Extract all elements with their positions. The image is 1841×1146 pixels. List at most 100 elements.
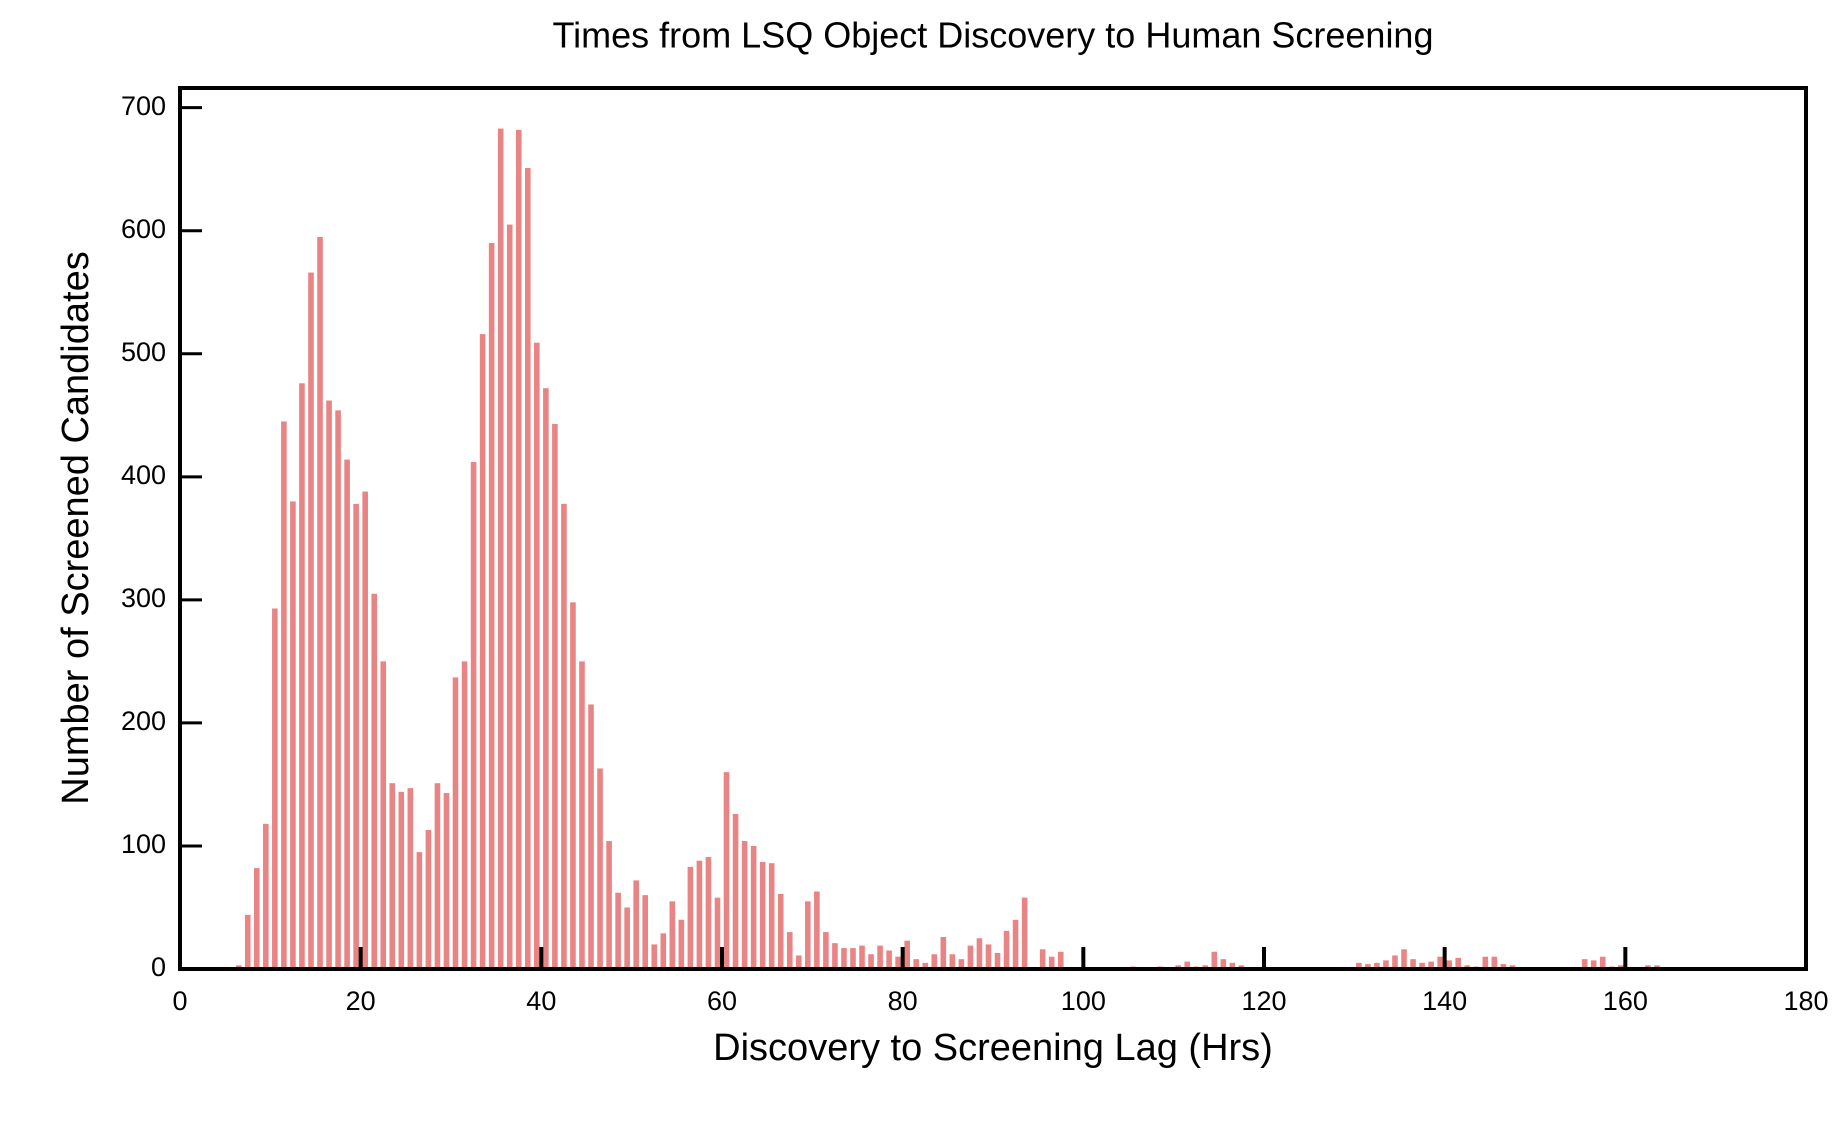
bar [1057, 951, 1064, 969]
bar [579, 661, 585, 969]
bar [823, 932, 829, 969]
bar [326, 400, 332, 969]
y-tick-label: 200 [121, 706, 166, 736]
bar [832, 943, 838, 969]
bar [976, 938, 983, 969]
bar [669, 901, 676, 969]
bar [868, 954, 874, 969]
y-tick-label: 300 [121, 583, 166, 613]
bar [506, 224, 513, 970]
bar [615, 892, 621, 969]
bar [696, 860, 703, 969]
bar [272, 608, 278, 969]
bar [850, 948, 856, 969]
bar [642, 895, 649, 969]
bar [750, 845, 757, 969]
bar [1048, 956, 1055, 969]
bar [425, 829, 432, 969]
bar [958, 959, 965, 969]
bar [335, 410, 341, 970]
bar [1392, 955, 1398, 969]
bar [1003, 930, 1010, 969]
bar [967, 945, 974, 969]
y-axis-label: Number of Screened Candidates [55, 251, 97, 804]
bar [588, 704, 594, 969]
bar [723, 772, 730, 969]
bar [624, 907, 630, 969]
bar [299, 383, 305, 969]
x-tick-label: 100 [1061, 986, 1106, 1016]
bar [714, 897, 721, 969]
bar [543, 388, 549, 969]
bar [443, 793, 450, 969]
x-tick-label: 80 [888, 986, 918, 1016]
x-tick-label: 20 [346, 986, 376, 1016]
bar [1365, 964, 1371, 969]
bar [1410, 959, 1416, 969]
bar [434, 783, 441, 969]
bar [940, 937, 947, 969]
y-tick-label: 100 [121, 829, 166, 859]
x-tick-label: 0 [172, 986, 187, 1016]
bar [1500, 964, 1507, 969]
bar [263, 823, 269, 969]
bar [389, 783, 396, 969]
bar [515, 129, 522, 969]
bar [732, 813, 739, 969]
bar [1482, 956, 1489, 969]
bar [1599, 956, 1606, 969]
plot-frame [178, 86, 1808, 971]
bar [1446, 960, 1452, 969]
bar [353, 503, 359, 969]
bar [570, 602, 576, 969]
bar [1383, 960, 1389, 969]
bar [416, 852, 423, 969]
bar [452, 677, 459, 969]
y-tick-label: 600 [121, 214, 166, 244]
bar [1455, 957, 1462, 969]
bar [1220, 959, 1227, 969]
bar [479, 334, 486, 970]
bar [253, 868, 260, 969]
bar [1229, 962, 1236, 969]
bar [994, 953, 1001, 969]
bar [1581, 959, 1588, 969]
bar [488, 243, 495, 969]
bar [859, 945, 865, 969]
bar [461, 661, 468, 969]
bar [380, 661, 387, 969]
bar [497, 128, 504, 970]
bar [795, 955, 802, 969]
bar [705, 857, 712, 969]
bar [1437, 956, 1443, 969]
bar [886, 950, 892, 969]
y-tick-label: 700 [121, 91, 166, 121]
bar [606, 841, 612, 969]
chart-title: Times from LSQ Object Discovery to Human… [553, 15, 1434, 56]
bar [841, 948, 847, 969]
bar [597, 768, 603, 969]
bar [633, 880, 639, 969]
bar [407, 788, 414, 969]
bar [1401, 949, 1407, 969]
bar [805, 901, 811, 969]
bar [281, 421, 287, 969]
bar [913, 959, 920, 969]
y-tick-label: 400 [121, 460, 166, 490]
bar [985, 944, 992, 969]
bar [362, 491, 368, 969]
x-tick-label: 40 [526, 986, 556, 1016]
bar [344, 459, 350, 969]
bar [687, 866, 694, 969]
bar [1374, 962, 1380, 969]
x-axis-label: Discovery to Screening Lag (Hrs) [713, 1027, 1273, 1069]
bar [922, 962, 929, 969]
bar [552, 423, 558, 970]
bar [290, 501, 296, 969]
bar [777, 893, 784, 969]
bar [1021, 897, 1028, 969]
bar [651, 944, 658, 969]
bar [308, 272, 314, 970]
bar [1039, 949, 1046, 969]
